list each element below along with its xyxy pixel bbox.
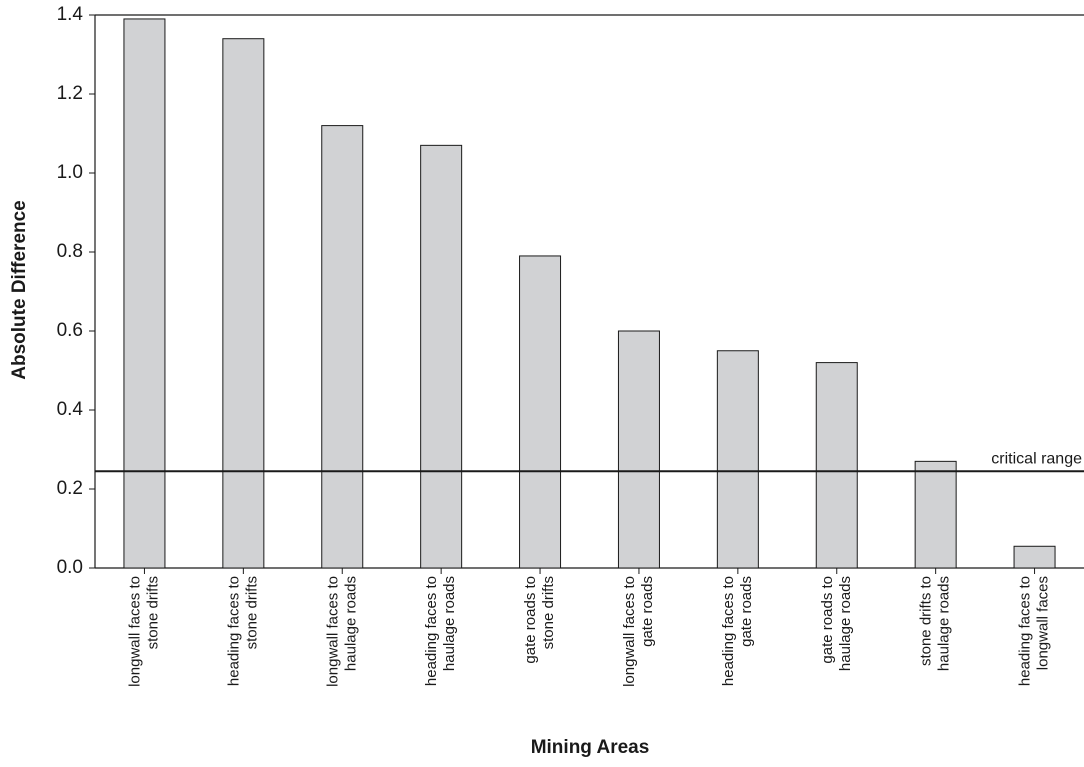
- bar: [914, 460, 957, 569]
- bar: [716, 350, 759, 569]
- bar: [617, 330, 660, 569]
- x-tick-label: heading faces tohaulage roads: [423, 576, 458, 686]
- bar: [519, 255, 562, 569]
- y-tick-label: 0.0: [57, 557, 83, 578]
- x-axis-title: Mining Areas: [531, 737, 650, 758]
- y-axis-title: Absolute Difference: [9, 200, 30, 379]
- x-tick-label: heading faces togate roads: [720, 576, 755, 686]
- bar: [321, 125, 364, 569]
- x-tick-label: gate roads tostone drifts: [522, 576, 557, 664]
- x-tick-label: longwall faces togate roads: [621, 576, 656, 687]
- x-tick-label: heading faces tolongwall faces: [1017, 576, 1052, 686]
- bar: [222, 38, 265, 569]
- reference-label: critical range: [991, 450, 1082, 467]
- bar: [815, 362, 858, 569]
- bar: [420, 144, 463, 569]
- y-tick-label: 0.4: [57, 399, 84, 420]
- y-tick-label: 1.0: [57, 162, 83, 183]
- x-tick-label: longwall faces tostone drifts: [126, 576, 161, 687]
- y-tick-label: 1.4: [57, 4, 84, 25]
- bar: [123, 18, 166, 569]
- x-tick-label: stone drifts tohaulage roads: [918, 576, 953, 671]
- y-tick-label: 0.2: [57, 478, 83, 499]
- x-tick-label: gate roads tohaulage roads: [819, 576, 854, 671]
- y-tick-label: 0.8: [57, 241, 83, 262]
- x-tick-label: heading faces tostone drifts: [225, 576, 260, 686]
- y-tick-label: 0.6: [57, 320, 83, 341]
- bar: [1013, 545, 1056, 569]
- y-tick-label: 1.2: [57, 83, 83, 104]
- x-tick-label: longwall faces tohaulage roads: [324, 576, 359, 687]
